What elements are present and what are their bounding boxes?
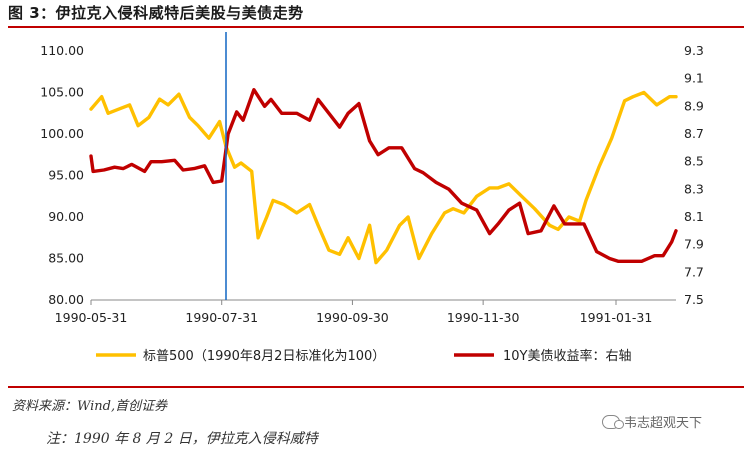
left-tick-label: 100.00 — [40, 126, 84, 141]
right-tick-label: 7.7 — [684, 264, 704, 279]
right-tick-label: 8.5 — [684, 154, 704, 169]
wechat-icon — [602, 414, 624, 429]
x-tick-label: 1990-05-31 — [55, 310, 128, 325]
treasury-yield-line — [89, 87, 678, 263]
left-tick-label: 95.00 — [48, 168, 84, 183]
x-tick-label: 1990-07-31 — [185, 310, 258, 325]
right-tick-label: 7.9 — [684, 237, 704, 252]
right-tick-label: 8.7 — [684, 126, 704, 141]
left-tick-label: 85.00 — [48, 251, 84, 266]
left-tick-label: 110.00 — [40, 43, 84, 58]
x-tick-label: 1990-11-30 — [447, 310, 520, 325]
left-tick-label: 105.00 — [40, 85, 84, 100]
top-rule — [8, 26, 744, 28]
figure-title: 图 3：伊拉克入侵科威特后美股与美债走势 — [8, 4, 304, 22]
left-tick-label: 80.00 — [48, 292, 84, 307]
sp500-line — [89, 90, 678, 265]
right-tick-label: 9.3 — [684, 43, 704, 58]
x-tick-label: 1990-09-30 — [316, 310, 389, 325]
chart: 80.00 85.00 90.00 95.00 100.00 105.00 110.00 7.… — [40, 32, 704, 364]
bottom-rule — [8, 386, 744, 388]
right-tick-label: 7.5 — [684, 292, 704, 307]
watermark: 韦志超观天下 — [602, 412, 702, 431]
source-note: 资料来源：Wind,首创证券 — [12, 399, 168, 414]
footnote: 注：1990 年 8 月 2 日，伊拉克入侵科威特 — [46, 431, 318, 447]
left-tick-label: 90.00 — [48, 209, 84, 224]
watermark-label: 韦志超观天下 — [624, 416, 703, 431]
x-tick-label: 1991-01-31 — [580, 310, 653, 325]
legend-label-sp500: 标普500（1990年8月2日标准化为100） — [143, 349, 385, 364]
right-tick-label: 8.9 — [684, 98, 704, 113]
right-tick-label: 8.3 — [684, 181, 704, 196]
legend-label-yield: 10Y美债收益率：右轴 — [503, 348, 631, 364]
right-tick-label: 9.1 — [684, 71, 704, 86]
right-tick-label: 8.1 — [684, 209, 704, 224]
